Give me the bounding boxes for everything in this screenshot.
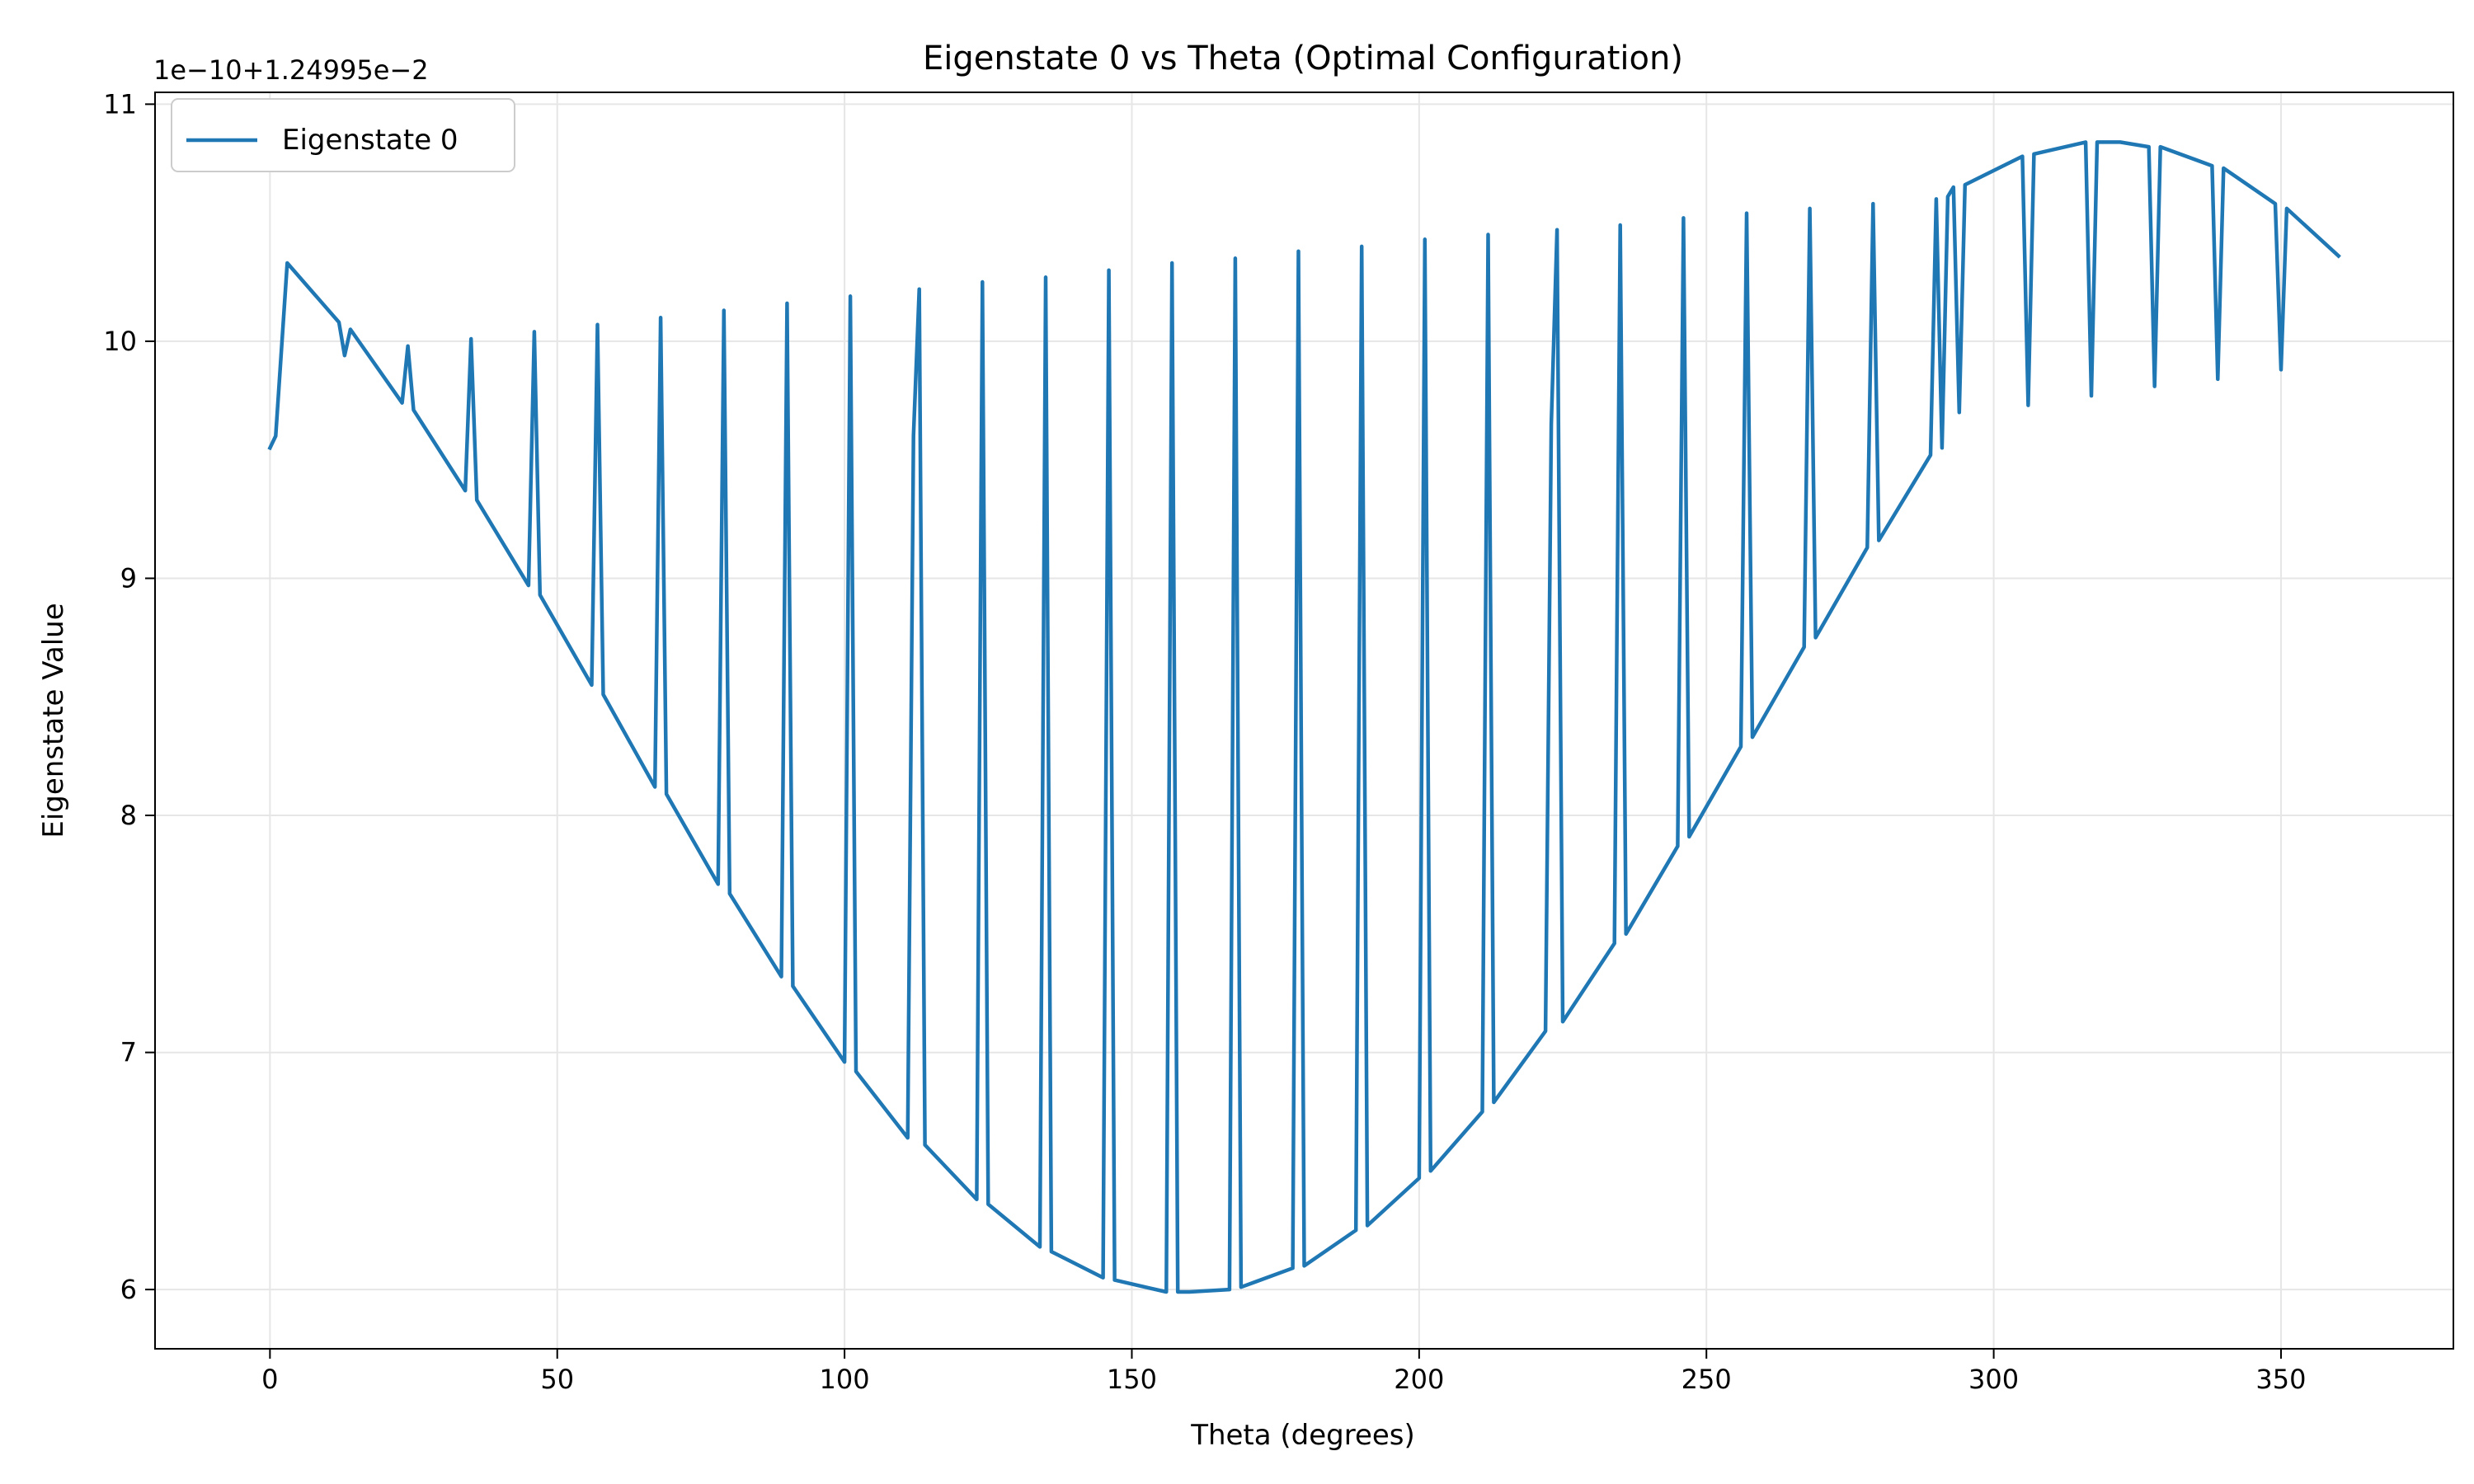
y-tick-label: 11: [103, 88, 137, 120]
y-tick-label: 7: [120, 1037, 137, 1068]
y-axis-offset-label: 1e−10+1.24995e−2: [153, 54, 429, 86]
y-tick-label: 6: [120, 1274, 137, 1305]
series-layer: [267, 140, 2341, 1294]
y-tick-label: 8: [120, 800, 137, 831]
x-tick-label: 200: [1394, 1364, 1444, 1395]
plot-frame: [154, 92, 2454, 1350]
x-tick-label: 150: [1107, 1364, 1157, 1395]
y-tick-label: 10: [103, 326, 137, 357]
x-tick-label: 0: [261, 1364, 278, 1395]
series-line: [267, 140, 2341, 1294]
axis-ticks: 0 50 100 150 200 250 300 350 6 7 8 9 10 11: [103, 88, 2306, 1395]
x-axis-title: Theta (degrees): [1190, 1419, 1415, 1452]
x-tick-label: 350: [2255, 1364, 2306, 1395]
legend: Eigenstate 0: [171, 98, 515, 172]
y-tick-label: 9: [120, 562, 137, 594]
y-axis-title: Eigenstate Value: [37, 603, 70, 838]
x-tick-label: 250: [1681, 1364, 1732, 1395]
chart-title: Eigenstate 0 vs Theta (Optimal Configura…: [923, 40, 1683, 77]
x-tick-label: 300: [1968, 1364, 2019, 1395]
legend-box: [171, 98, 515, 172]
x-tick-label: 100: [820, 1364, 870, 1395]
legend-label: Eigenstate 0: [282, 124, 459, 157]
x-tick-label: 50: [540, 1364, 574, 1395]
